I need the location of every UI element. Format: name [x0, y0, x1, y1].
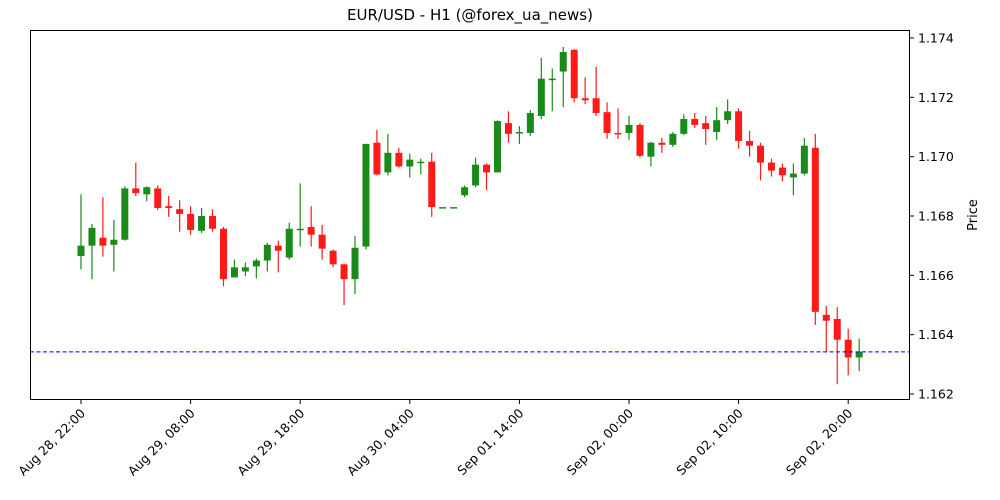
- candle: [77, 194, 85, 270]
- candle: [373, 129, 381, 176]
- candle: [811, 133, 819, 325]
- candle: [526, 110, 534, 136]
- candle: [483, 163, 491, 191]
- x-tick-label: Aug 29, 08:00: [125, 405, 198, 478]
- x-tick-label: Sep 01, 14:00: [454, 405, 526, 477]
- candle: [855, 338, 863, 372]
- candle: [209, 209, 217, 232]
- candle: [176, 200, 184, 232]
- candle: [99, 197, 107, 257]
- candle: [778, 163, 786, 182]
- candle: [800, 137, 808, 176]
- candle: [472, 157, 480, 188]
- candle: [735, 108, 743, 149]
- x-tick-label: Sep 02, 20:00: [783, 405, 855, 477]
- candle: [241, 262, 249, 277]
- candle: [757, 142, 765, 181]
- y-tick-label: 1.166: [918, 268, 954, 283]
- candle: [198, 207, 206, 233]
- candle: [504, 111, 512, 143]
- candle: [362, 143, 370, 250]
- candle: [263, 242, 271, 272]
- y-tick-label: 1.168: [918, 209, 954, 224]
- y-tick-label: 1.164: [918, 327, 954, 342]
- candle: [724, 99, 732, 125]
- candle: [581, 77, 589, 105]
- y-axis-label: Price: [966, 199, 981, 231]
- candle: [154, 185, 162, 211]
- candle: [636, 123, 644, 158]
- candle: [143, 186, 151, 202]
- candle: [515, 126, 523, 144]
- candle: [165, 196, 173, 217]
- candle: [395, 147, 403, 168]
- candle: [461, 185, 469, 198]
- candles-layer: [77, 46, 863, 385]
- candle: [219, 226, 227, 287]
- candle: [746, 130, 754, 157]
- candle: [351, 235, 359, 295]
- candle: [285, 222, 293, 260]
- candle: [844, 328, 852, 376]
- candle: [680, 114, 688, 136]
- candle: [340, 263, 348, 305]
- x-tick-label: Aug 30, 04:00: [344, 405, 417, 478]
- candle: [767, 158, 775, 177]
- candle: [121, 186, 129, 241]
- y-tick-label: 1.174: [918, 31, 954, 46]
- candle: [187, 206, 195, 235]
- candle: [110, 219, 118, 272]
- candle: [647, 141, 655, 167]
- candle: [669, 132, 677, 147]
- candle: [559, 46, 567, 108]
- chart-title: EUR/USD - H1 (@forex_ua_news): [347, 6, 593, 24]
- candle: [384, 133, 392, 176]
- candle: [417, 158, 425, 175]
- candle: [428, 152, 436, 217]
- candle: [537, 57, 545, 119]
- candle: [88, 224, 96, 280]
- candle: [789, 163, 797, 196]
- y-tick-label: 1.172: [918, 90, 954, 105]
- candle: [406, 153, 414, 178]
- candle: [822, 305, 830, 353]
- candle: [625, 116, 633, 140]
- candle: [307, 206, 315, 247]
- y-tick-label: 1.162: [918, 387, 954, 402]
- x-axis: Aug 28, 22:00 Aug 29, 08:00 Aug 29, 18:00 A…: [15, 400, 855, 479]
- candle: [713, 107, 721, 140]
- x-tick-label: Sep 02, 10:00: [673, 405, 745, 477]
- candle: [296, 183, 304, 247]
- candle: [833, 307, 841, 385]
- candle: [570, 48, 578, 103]
- candle: [230, 259, 238, 278]
- candle: [691, 113, 699, 128]
- candle: [658, 137, 666, 153]
- candle: [702, 116, 710, 145]
- candle: [318, 224, 326, 260]
- candle: [132, 162, 140, 197]
- y-axis-right: 1.162 1.164 1.166 1.168 1.170 1.172 1.174: [910, 31, 954, 402]
- y-tick-label: 1.170: [918, 149, 954, 164]
- candle: [614, 108, 622, 139]
- candle: [603, 102, 611, 139]
- candle: [493, 120, 501, 173]
- plot-frame: [30, 30, 910, 400]
- candle: [274, 240, 282, 273]
- x-tick-label: Aug 28, 22:00: [15, 405, 88, 478]
- candle: [450, 207, 458, 209]
- candle: [592, 66, 600, 117]
- candle: [329, 249, 337, 268]
- x-tick-label: Sep 02, 00:00: [564, 405, 636, 477]
- candle: [252, 258, 260, 279]
- candle: [548, 68, 556, 112]
- candle: [439, 207, 447, 209]
- x-tick-label: Aug 29, 18:00: [234, 405, 307, 478]
